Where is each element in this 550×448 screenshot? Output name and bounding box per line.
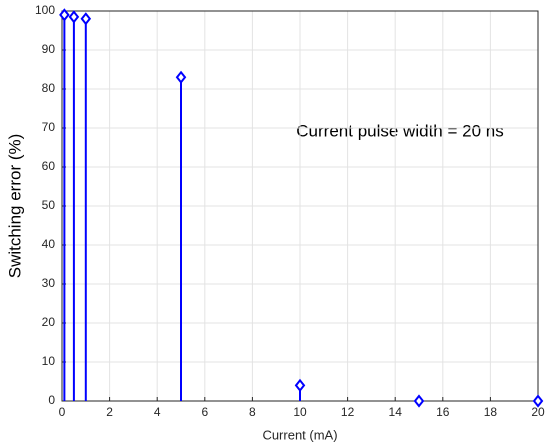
y-tick-label: 70 [42, 120, 56, 134]
x-axis-label: Current (mA) [262, 427, 337, 442]
x-tick-label: 18 [484, 405, 498, 419]
x-tick-label: 16 [436, 405, 450, 419]
x-tick-label: 2 [106, 405, 113, 419]
annotation: Current pulse width = 20 ns [296, 121, 503, 140]
y-axis-label: Switching error (%) [5, 134, 24, 279]
x-tick-label: 8 [249, 405, 256, 419]
y-tick-label: 30 [42, 276, 56, 290]
x-tick-label: 12 [341, 405, 355, 419]
stem-marker [80, 12, 92, 26]
x-tick-label: 4 [154, 405, 161, 419]
y-tick-label: 100 [35, 3, 55, 17]
stem-marker [59, 8, 70, 22]
y-tick-label: 0 [48, 393, 55, 407]
y-tick-label: 90 [42, 42, 56, 56]
x-tick-label: 20 [531, 405, 545, 419]
y-tick-label: 50 [42, 198, 56, 212]
x-tick-label: 14 [389, 405, 403, 419]
x-tick-label: 10 [293, 405, 307, 419]
stem-marker [294, 378, 306, 393]
stem-marker [68, 10, 80, 24]
x-tick-label: 6 [201, 405, 208, 419]
stem-marker [175, 70, 187, 84]
y-tick-label: 40 [42, 237, 56, 251]
y-tick-label: 10 [42, 354, 56, 368]
y-tick-label: 60 [42, 159, 56, 173]
y-tick-label: 80 [42, 81, 56, 95]
stem-marker [413, 394, 425, 408]
x-tick-label: 0 [59, 405, 66, 419]
stem-marker [532, 394, 544, 408]
y-tick-label: 20 [42, 315, 56, 329]
